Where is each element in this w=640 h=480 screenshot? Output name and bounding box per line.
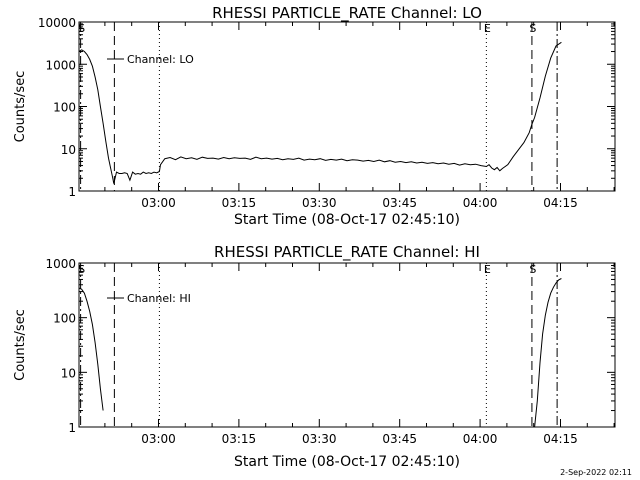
x-tick-label: 04:15 (543, 432, 578, 446)
y-tick-label: 10 (61, 143, 76, 157)
series-line (534, 278, 562, 427)
x-tick-label: 04:15 (543, 196, 578, 210)
x-tick-label: 03:30 (302, 196, 337, 210)
chart-title: RHESSI PARTICLE_RATE Channel: HI (214, 243, 480, 262)
lo-channel-panel: RHESSI PARTICLE_RATE Channel: LO 03:00 03:… (13, 4, 616, 228)
y-tick-label: 1 (68, 421, 76, 435)
y-tick-label: 1 (68, 185, 76, 199)
event-marker-label: S (78, 263, 85, 276)
x-tick-label: 04:00 (463, 432, 498, 446)
legend-label: Channel: LO (127, 53, 194, 66)
y-axis-label: Counts/sec (13, 309, 28, 381)
event-marker-label: S (78, 22, 85, 35)
plot-date-stamp: 2-Sep-2022 02:11 (560, 468, 632, 477)
x-axis-label: Start Time (08-Oct-17 02:45:10) (234, 212, 460, 228)
event-marker-label: E (484, 263, 491, 276)
hi-channel-panel: RHESSI PARTICLE_RATE Channel: HI 03:00 03:… (13, 243, 616, 470)
y-tick-label: 10000 (38, 16, 76, 30)
x-tick-label: 03:45 (382, 432, 417, 446)
series-line (79, 41, 562, 184)
y-tick-label: 100 (53, 312, 76, 326)
y-axis-label: Counts/sec (13, 71, 28, 143)
x-tick-label: 03:00 (141, 196, 176, 210)
event-marker-label: E (484, 22, 491, 35)
x-tick-label: 03:30 (302, 432, 337, 446)
chart-title: RHESSI PARTICLE_RATE Channel: LO (212, 4, 482, 23)
x-tick-label: 03:15 (222, 196, 257, 210)
y-tick-label: 1000 (45, 257, 76, 271)
x-tick-label: 03:15 (222, 432, 257, 446)
series-line (79, 287, 104, 411)
x-axis-label: Start Time (08-Oct-17 02:45:10) (234, 454, 460, 470)
x-tick-label: 03:45 (382, 196, 417, 210)
y-tick-label: 10 (61, 366, 76, 380)
y-tick-label: 100 (53, 101, 76, 115)
x-tick-label: 03:00 (141, 432, 176, 446)
event-marker-label: S (529, 263, 536, 276)
x-tick-label: 04:00 (463, 196, 498, 210)
event-marker-label: S (529, 22, 536, 35)
y-tick-label: 1000 (45, 58, 76, 72)
plot-frame (78, 262, 616, 428)
legend-label: Channel: HI (127, 292, 191, 305)
